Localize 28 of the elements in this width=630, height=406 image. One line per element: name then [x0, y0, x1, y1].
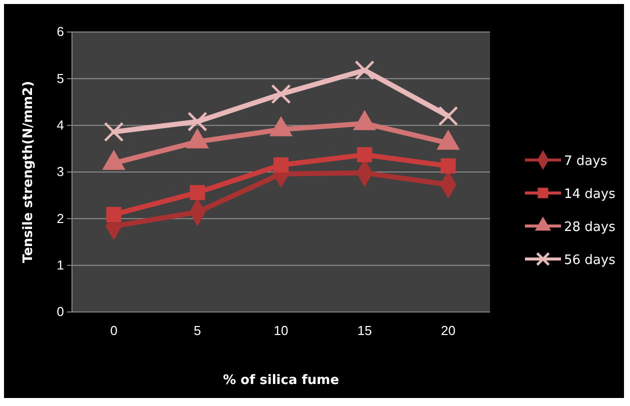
- point: [106, 206, 122, 222]
- point: [190, 184, 205, 200]
- y-tick-label: 3: [56, 164, 64, 180]
- y-tick-label: 4: [56, 117, 64, 132]
- point: [354, 60, 375, 80]
- y-tick-label: 6: [56, 24, 64, 40]
- y-tick-label: 5: [56, 70, 64, 86]
- point: [440, 158, 456, 174]
- legend-label: 28 days: [564, 220, 616, 235]
- point: [438, 106, 458, 126]
- x-tick-label: 5: [194, 323, 202, 338]
- x-tick-label: 10: [274, 323, 288, 338]
- point: [104, 122, 124, 142]
- x-tick-label: 20: [440, 323, 456, 338]
- legend-label: 14 days: [564, 187, 616, 202]
- legend-label: 7 days: [564, 154, 608, 169]
- x-tick-label: 0: [110, 323, 118, 338]
- point: [271, 84, 291, 104]
- point: [357, 147, 372, 162]
- point: [273, 157, 289, 173]
- y-axis-title: Tensile strength(N/mm2): [21, 80, 36, 264]
- y-tick-label: 1: [56, 257, 64, 272]
- legend-label: 56 days: [564, 253, 616, 268]
- x-tick-label: 15: [357, 323, 372, 338]
- y-tick-label: 2: [56, 210, 64, 226]
- y-tick-label: 0: [56, 304, 64, 320]
- x-axis-title: % of silica fume: [222, 373, 340, 388]
- point: [187, 112, 208, 132]
